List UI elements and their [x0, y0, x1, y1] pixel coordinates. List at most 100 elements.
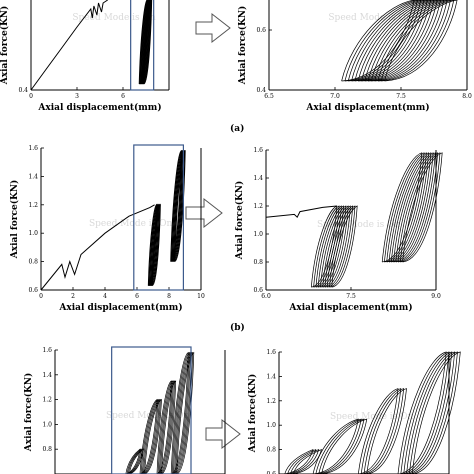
series-hysteresis-loop [140, 398, 159, 474]
series-hysteresis-loop [320, 205, 347, 288]
x-axis-label: Axial displacement(mm) [58, 302, 182, 313]
series-hysteresis-loop [318, 418, 365, 474]
series-hysteresis-loop [315, 205, 342, 288]
series-hysteresis-loop [406, 351, 456, 474]
y-tick-label: 1.6 [253, 147, 263, 154]
y-axis-label: Axial force(KN) [237, 6, 248, 86]
series-hysteresis-loop [125, 448, 141, 474]
series-hysteresis-loop [411, 351, 461, 474]
series-hysteresis-loop [139, 398, 158, 474]
series-hysteresis-loop [390, 152, 432, 263]
x-tick-label: 6 [135, 293, 139, 300]
series-envelope-curve [30, 0, 108, 91]
y-tick-label: 0.4 [256, 87, 266, 94]
y-tick-label: 1.6 [266, 349, 276, 356]
series-hysteresis-loop [170, 351, 189, 474]
series-hysteresis-loop [366, 388, 407, 474]
series-hysteresis-loop [160, 380, 175, 474]
x-tick-label: 6 [121, 93, 125, 100]
x-tick-label: 2 [71, 293, 75, 300]
watermark-text: Speed Mode is On [328, 13, 412, 23]
arrow-b [185, 197, 223, 229]
watermark-text: Speed Mode is On [330, 412, 414, 422]
x-tick-label: 7.0 [330, 93, 340, 100]
y-tick-label: 1.2 [266, 398, 276, 405]
y-tick-label: 0.8 [42, 446, 52, 453]
y-tick-label: 1.4 [266, 373, 276, 380]
zoom-highlight-box [111, 346, 192, 474]
y-tick-label: 1.4 [28, 173, 38, 180]
series-hysteresis-loop [360, 388, 402, 474]
x-axis-label: Axial displacement(mm) [37, 102, 161, 113]
y-tick-label: 1.0 [42, 421, 52, 428]
series-hysteresis-loop [357, 388, 399, 474]
series-hysteresis-loop [171, 149, 183, 262]
series-hysteresis-loop [312, 418, 359, 474]
x-tick-label: 7.5 [346, 293, 356, 300]
series-hysteresis-loop [408, 351, 458, 474]
watermark-text: Speed Mode is On [72, 13, 156, 23]
series-hysteresis-loop [292, 449, 323, 474]
x-tick-label: 9.0 [431, 293, 441, 300]
series-hysteresis-loop [388, 152, 429, 263]
series-hysteresis-loop [400, 351, 450, 474]
series-hysteresis-loop [370, 0, 445, 82]
series-hysteresis-loop [174, 351, 192, 474]
series-hysteresis-loop [149, 203, 159, 287]
series-hysteresis-loop [384, 0, 458, 82]
series-hysteresis-loop [393, 152, 434, 263]
series-hysteresis-loop [403, 351, 453, 474]
series-hysteresis-loop [313, 205, 340, 288]
series-hysteresis-loop [354, 0, 428, 82]
series-hysteresis-loop [351, 0, 425, 82]
y-tick-label: 1.2 [28, 202, 38, 209]
x-tick-label: 4 [103, 293, 107, 300]
series-hysteresis-loop [142, 0, 151, 85]
zoom-highlight-box [133, 144, 185, 291]
y-axis-label: Axial force(KN) [23, 373, 34, 453]
y-tick-label: 0.8 [28, 259, 38, 266]
series-hysteresis-loop [324, 205, 351, 288]
series-hysteresis-loop [126, 448, 142, 474]
series-hysteresis-loop [150, 203, 159, 287]
series-hysteresis-loop [367, 0, 441, 82]
series-hysteresis-loop [284, 449, 314, 474]
y-tick-label: 0.6 [253, 287, 263, 294]
caption-b: (b) [230, 322, 245, 333]
y-axis-label: Axial force(KN) [247, 374, 258, 454]
series-hysteresis-loop [331, 205, 358, 288]
series-hysteresis-loop [142, 0, 151, 85]
series-hysteresis-loop [151, 203, 161, 287]
x-tick-label: 6.0 [261, 293, 271, 300]
x-axis-label: Axial displacement(mm) [288, 302, 412, 313]
chart-c-right: Speed Mode is On 0.6 0.8 1.0 1.2 1.4 1.6 Axial … [247, 349, 461, 474]
x-tick-label: 6.5 [264, 93, 274, 100]
series-hysteresis-loop [174, 149, 186, 262]
series-hysteresis-loop [143, 0, 152, 85]
series-hysteresis-loop [141, 398, 160, 474]
y-tick-label: 0.6 [266, 471, 276, 474]
y-tick-label: 1.2 [253, 203, 263, 210]
series-hysteresis-loop [395, 152, 436, 263]
series-hysteresis-loop [363, 388, 405, 474]
y-axis-label: Axial force(KN) [0, 6, 10, 86]
chart-c-left: Speed Mode is On 0.8 1.0 1.2 1.4 1.6 Axial for… [23, 346, 226, 474]
y-tick-label: 0.6 [28, 287, 38, 294]
y-tick-label: 1.2 [42, 397, 52, 404]
series-hysteresis-loop [174, 149, 186, 262]
series-hysteresis-loop [143, 398, 161, 474]
series-hysteresis-loop [287, 449, 317, 474]
series-hysteresis-loop [161, 380, 177, 474]
series-hysteresis-loop [341, 0, 415, 82]
watermark-text: Speed Mode is On [89, 219, 173, 229]
y-tick-label: 1.0 [266, 422, 276, 429]
caption-a: (a) [230, 123, 244, 134]
series-hysteresis-loop [364, 0, 438, 82]
x-tick-label: 10 [197, 293, 205, 300]
y-tick-label: 0.8 [253, 259, 263, 266]
arrow-c [205, 418, 241, 450]
x-tick-label: 3 [75, 93, 79, 100]
series-envelope-curve [40, 204, 155, 291]
chart-a-right: Speed Mode is On 6.5 7.0 7.5 8.0 0.4 0.6 Axial … [237, 0, 472, 113]
